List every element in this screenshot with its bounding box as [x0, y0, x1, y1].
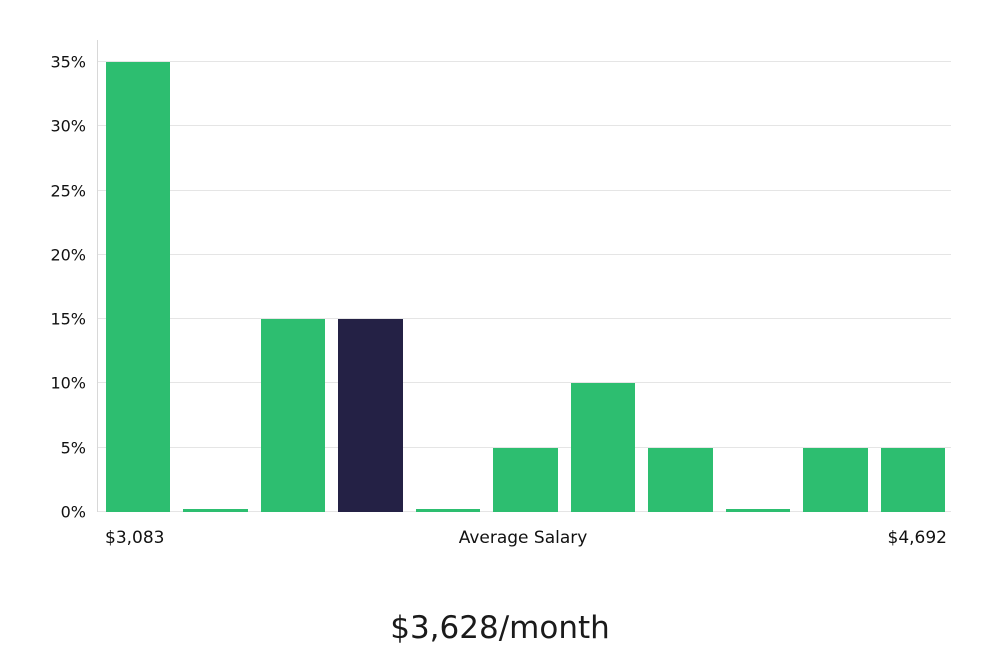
- bar: [260, 319, 326, 512]
- x-axis-labels: $3,083 Average Salary $4,692: [0, 528, 1000, 554]
- bar: [570, 383, 636, 512]
- bar: [803, 447, 868, 512]
- y-tick-label: 5%: [60, 438, 86, 458]
- bar: [106, 62, 171, 512]
- y-tick-label: 10%: [50, 373, 86, 393]
- gridline: [98, 446, 951, 448]
- y-tick-label: 35%: [50, 52, 86, 72]
- x-axis-label-min-salary: $3,083: [105, 528, 165, 548]
- gridline: [98, 253, 951, 255]
- gridline: [98, 318, 951, 320]
- y-tick-label: 25%: [50, 181, 86, 201]
- x-axis-label-max-salary: $4,692: [887, 528, 947, 548]
- bar: [880, 447, 945, 512]
- highlight-bar: [338, 319, 403, 512]
- gridline: [98, 61, 951, 62]
- bar: [648, 447, 713, 512]
- y-tick-label: 30%: [50, 116, 86, 136]
- gridline: [98, 382, 951, 384]
- y-tick-label: 20%: [50, 245, 86, 265]
- plot-area: [97, 40, 951, 512]
- bar: [183, 509, 248, 512]
- gridline: [98, 125, 951, 127]
- bar: [493, 447, 558, 512]
- y-tick-label: 15%: [50, 309, 86, 329]
- y-tick-label: 0%: [60, 502, 86, 522]
- bar: [725, 509, 791, 512]
- average-salary-title: $3,628/month: [390, 610, 610, 646]
- x-axis-label-average-salary: Average Salary: [458, 528, 588, 548]
- gridline: [98, 189, 951, 191]
- bar-series: [98, 40, 951, 512]
- bar: [415, 509, 481, 512]
